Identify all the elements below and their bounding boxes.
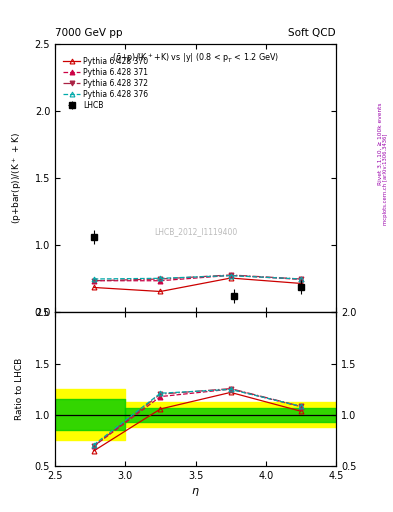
- Text: Soft QCD: Soft QCD: [288, 28, 336, 38]
- Line: Pythia 6.428 372: Pythia 6.428 372: [91, 272, 303, 283]
- Text: mcplots.cern.ch [arXiv:1306.3436]: mcplots.cern.ch [arXiv:1306.3436]: [384, 134, 388, 225]
- Pythia 6.428 370: [228, 275, 233, 281]
- Legend: Pythia 6.428 370, Pythia 6.428 371, Pythia 6.428 372, Pythia 6.428 376, LHCB: Pythia 6.428 370, Pythia 6.428 371, Pyth…: [62, 55, 150, 111]
- Y-axis label: Ratio to LHCB: Ratio to LHCB: [15, 358, 24, 420]
- Y-axis label: (p+bar(p))/(K$^+$ + K): (p+bar(p))/(K$^+$ + K): [10, 132, 24, 224]
- Text: 7000 GeV pp: 7000 GeV pp: [55, 28, 123, 38]
- Line: Pythia 6.428 376: Pythia 6.428 376: [91, 273, 303, 282]
- Text: ($\bar{p}$+p)/(K$^+$+K) vs |y| (0.8 < p$_T$ < 1.2 GeV): ($\bar{p}$+p)/(K$^+$+K) vs |y| (0.8 < p$…: [112, 52, 279, 66]
- Pythia 6.428 372: [299, 276, 303, 282]
- Pythia 6.428 376: [91, 276, 96, 282]
- Pythia 6.428 370: [158, 288, 163, 294]
- Line: Pythia 6.428 370: Pythia 6.428 370: [91, 275, 303, 294]
- Pythia 6.428 370: [91, 284, 96, 290]
- Pythia 6.428 371: [158, 278, 163, 284]
- Line: Pythia 6.428 371: Pythia 6.428 371: [91, 273, 303, 283]
- Pythia 6.428 371: [228, 272, 233, 279]
- X-axis label: $\eta$: $\eta$: [191, 486, 200, 498]
- Pythia 6.428 371: [299, 276, 303, 283]
- Pythia 6.428 372: [91, 278, 96, 284]
- Pythia 6.428 370: [299, 281, 303, 287]
- Pythia 6.428 376: [228, 272, 233, 279]
- Pythia 6.428 376: [158, 275, 163, 282]
- Pythia 6.428 376: [299, 276, 303, 282]
- Pythia 6.428 372: [228, 272, 233, 278]
- Pythia 6.428 372: [158, 276, 163, 282]
- Pythia 6.428 371: [91, 278, 96, 284]
- Text: Rivet 3.1.10, ≥ 100k events: Rivet 3.1.10, ≥ 100k events: [378, 102, 383, 185]
- Text: LHCB_2012_I1119400: LHCB_2012_I1119400: [154, 227, 237, 236]
